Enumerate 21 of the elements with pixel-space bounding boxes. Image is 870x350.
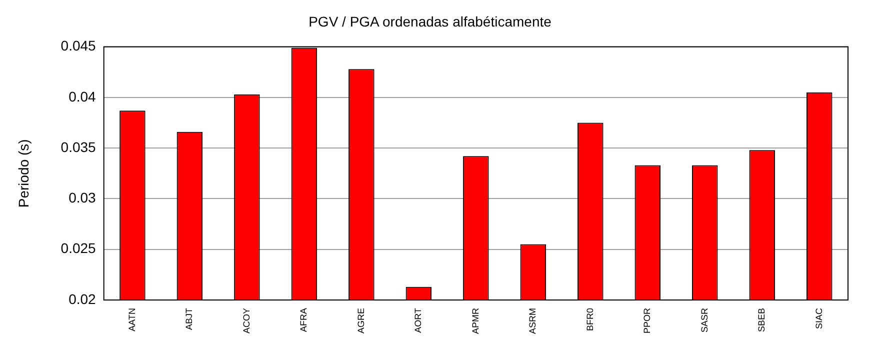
- y-tick-label: 0.04: [68, 88, 96, 104]
- x-tick-label: AORT: [413, 308, 424, 333]
- x-tick-label: SBEB: [756, 308, 767, 332]
- y-tick-label: 0.035: [60, 138, 96, 155]
- x-tick-label: ABJT: [184, 308, 194, 330]
- x-tick-label: ACOY: [241, 308, 252, 334]
- x-tick-label: AGRE: [356, 308, 366, 334]
- x-tick-label: PPOR: [642, 308, 652, 334]
- chart-title: PGV / PGA ordenadas alfabéticamente: [308, 13, 552, 30]
- x-tick-label: APMR: [470, 308, 480, 334]
- y-tick-label: 0.02: [68, 290, 96, 307]
- x-tick-label: AFRA: [298, 308, 309, 332]
- y-axis-title: Periodo (s): [15, 139, 32, 208]
- x-tick-label: ASRM: [528, 308, 538, 334]
- x-tick-label: SIAC: [814, 308, 824, 330]
- x-tick-label: BFR0: [584, 308, 595, 332]
- y-tick-label: 0.045: [60, 38, 96, 54]
- y-tick-label: 0.025: [60, 240, 96, 256]
- y-tick-label: 0.03: [68, 190, 96, 206]
- x-tick-label: SASR: [699, 308, 710, 333]
- x-tick-label: AATN: [126, 308, 137, 332]
